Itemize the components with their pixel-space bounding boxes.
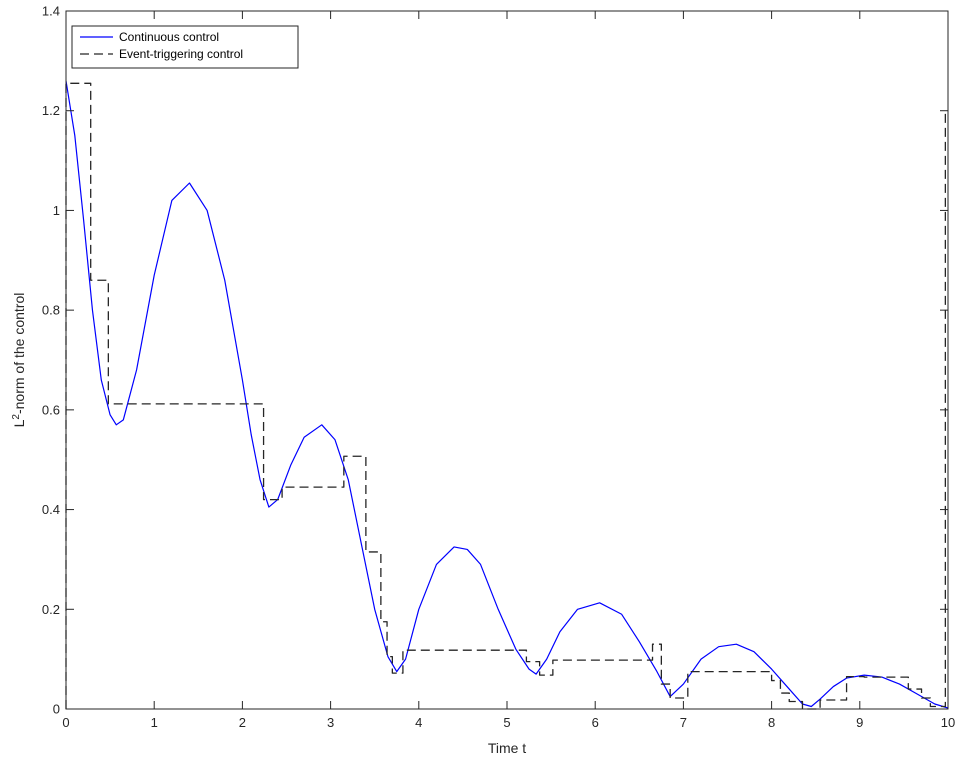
y-tick-label: 1.4 [42,4,60,19]
y-tick-label: 0.4 [42,502,60,517]
legend-box [71,25,299,69]
y-axis-label: L2-norm of the control [11,293,27,428]
x-axis: 0 1 2 3 4 5 6 7 8 9 10 [62,11,955,730]
series-layer [65,80,949,710]
x-axis-label: Time t [488,740,526,756]
x-tick-label: 3 [327,715,334,730]
x-tick-label: 0 [62,715,69,730]
y-axis-label-superscript: 2 [11,414,22,420]
x-tick-label: 9 [856,715,863,730]
x-tick-label: 10 [941,715,955,730]
y-axis-label-base: L [11,419,27,427]
x-tick-label: 8 [768,715,775,730]
y-tick-label: 1 [53,203,60,218]
y-tick-label: 1.2 [42,103,60,118]
legend: Continuous control Event-triggering cont… [71,25,299,69]
legend-label-continuous: Continuous control [119,30,219,44]
series-line-continuous-control [65,80,949,709]
x-tick-label: 1 [151,715,158,730]
y-axis-label-rest: -norm of the control [11,293,27,414]
x-tick-label: 2 [239,715,246,730]
y-tick-label: 0.6 [42,402,60,417]
y-axis: 0 0.2 0.4 0.6 0.8 1 1.2 1.4 [42,4,948,717]
y-tick-label: 0 [53,702,60,717]
x-tick-label: 6 [592,715,599,730]
x-tick-label: 4 [415,715,422,730]
y-tick-label: 0.2 [42,602,60,617]
legend-label-event-triggering: Event-triggering control [119,47,243,61]
x-tick-label: 7 [680,715,687,730]
plot-area [66,11,948,709]
y-tick-label: 0.8 [42,303,60,318]
x-tick-label: 5 [503,715,510,730]
